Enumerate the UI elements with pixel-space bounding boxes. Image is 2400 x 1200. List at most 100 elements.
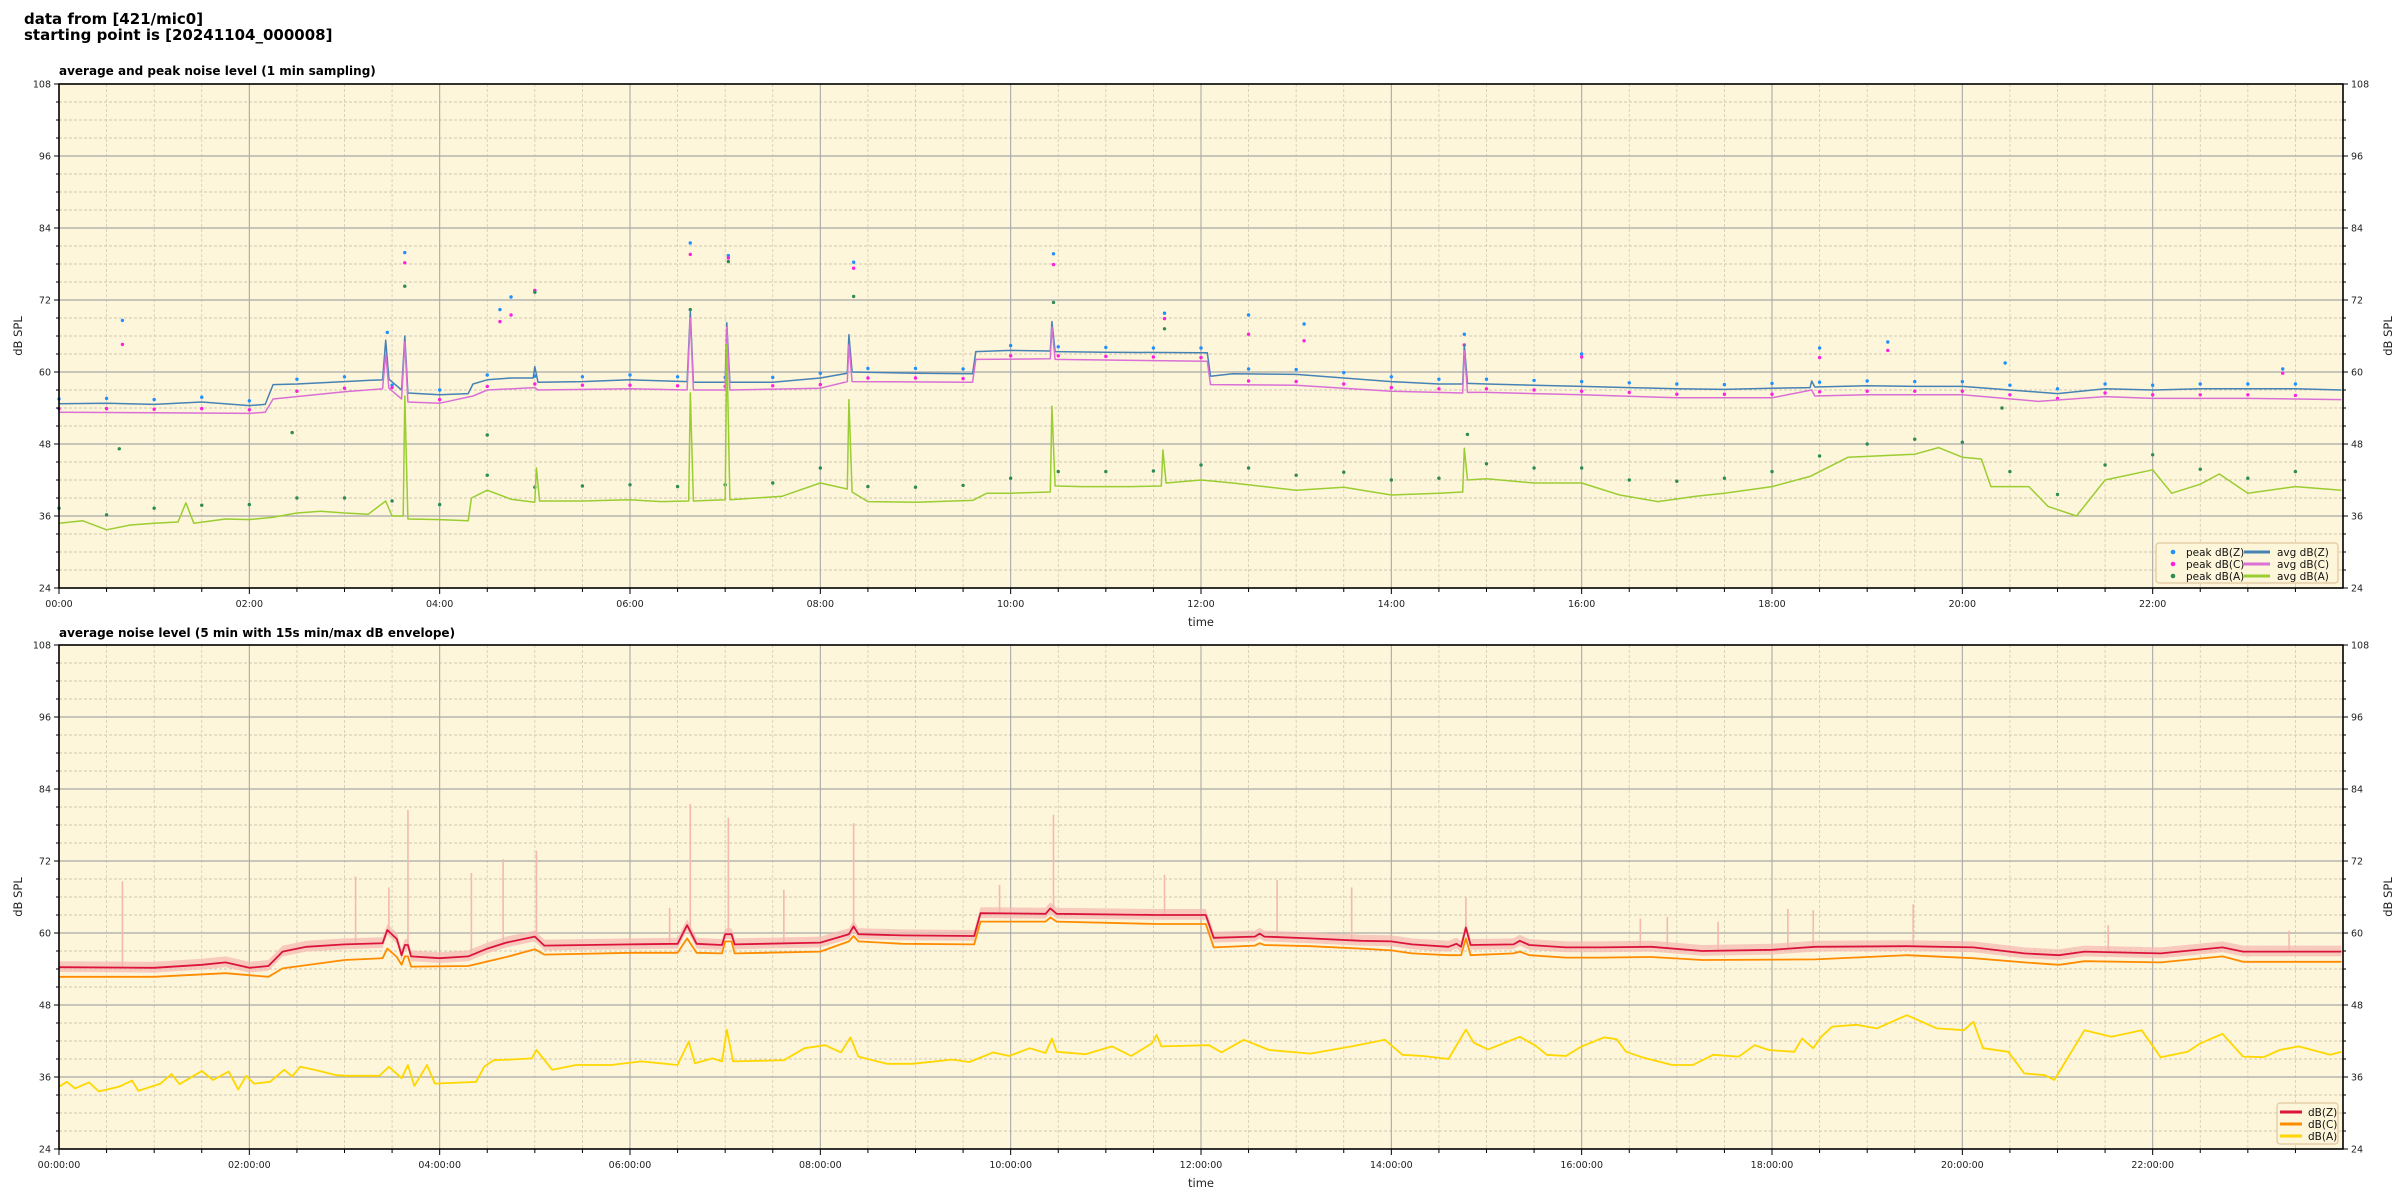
peak-point: [117, 447, 121, 451]
peak-point: [1817, 355, 1822, 360]
series-db-a-: [58, 1014, 2342, 1093]
y-tick-label-left: 48: [39, 1001, 51, 1012]
peak-point: [295, 377, 299, 381]
peak-point: [913, 485, 918, 489]
legend: peak dB(Z)peak dB(C)peak dB(A)avg dB(Z)a…: [2155, 542, 2339, 584]
legend-label: avg dB(Z): [2277, 547, 2329, 559]
peak-point: [498, 319, 502, 324]
peak-point: [485, 373, 489, 377]
peak-point: [961, 376, 965, 381]
peak-point: [1199, 355, 1203, 360]
x-tick-label: 12:00: [1187, 599, 1214, 610]
peak-point: [866, 366, 870, 371]
peak-point: [2150, 393, 2155, 397]
peak-point: [485, 384, 489, 389]
peak-point: [2198, 467, 2202, 471]
peak-point: [2103, 463, 2107, 467]
peak-point: [1151, 346, 1156, 350]
peak-point: [437, 397, 442, 402]
peak-point: [1722, 382, 1727, 387]
peak-point: [247, 502, 252, 507]
x-tick-label: 02:00: [236, 599, 263, 610]
peak-point: [509, 295, 513, 299]
y-axis-label-left: dB SPL: [11, 877, 25, 917]
peak-point: [1389, 478, 1394, 482]
x-tick-label: 10:00: [997, 599, 1024, 610]
peak-point: [295, 389, 299, 393]
x-tick-label: 16:00: [1568, 599, 1595, 610]
x-tick-label: 20:00:00: [1941, 1160, 1984, 1171]
peak-point: [961, 483, 965, 488]
y-tick-label-left: 36: [39, 1073, 51, 1084]
peak-point: [675, 484, 680, 489]
x-tick-label: 22:00:00: [2131, 1160, 2174, 1171]
peak-point: [1246, 313, 1251, 317]
x-tick-label: 00:00:00: [38, 1160, 81, 1171]
peak-point: [1627, 390, 1631, 395]
y-tick-label-left: 60: [39, 368, 51, 379]
peak-point: [2103, 382, 2107, 386]
series-avg-db-z-: [58, 310, 2342, 407]
peak-point: [675, 384, 680, 388]
peak-point: [437, 388, 442, 392]
plot-area: [58, 645, 2343, 1149]
series-avg-db-c-: [58, 317, 2342, 415]
peak-point: [818, 466, 823, 470]
peak-point: [818, 371, 823, 375]
peak-point: [1960, 379, 1965, 384]
peak-point: [437, 502, 442, 507]
peak-point: [104, 406, 109, 411]
legend-label: avg dB(C): [2277, 559, 2329, 571]
peak-point: [1675, 382, 1679, 386]
peak-point: [913, 376, 918, 380]
peak-point: [1722, 392, 1727, 396]
peak-point: [1579, 389, 1584, 393]
series-line: [58, 310, 2342, 407]
x-tick-label: 22:00: [2139, 599, 2166, 610]
peak-point: [726, 259, 731, 264]
y-tick-label-left: 84: [39, 224, 51, 235]
peak-point: [1246, 367, 1251, 371]
peak-point: [1579, 379, 1584, 384]
peak-point: [2008, 383, 2012, 387]
peak-point: [390, 385, 394, 390]
y-tick-label-right: 60: [2351, 368, 2363, 379]
peak-point: [866, 376, 870, 380]
x-tick-label: 16:00:00: [1560, 1160, 1603, 1171]
peak-point: [1484, 387, 1489, 391]
peak-point: [1342, 470, 1346, 474]
peak-point: [2293, 382, 2298, 386]
peak-point: [688, 241, 692, 245]
peak-point: [1484, 462, 1489, 466]
peak-point: [485, 473, 489, 477]
peak-point: [2003, 361, 2007, 365]
peak-point: [726, 256, 731, 260]
peak-point: [1770, 392, 1774, 396]
peak-point: [2246, 476, 2250, 480]
peak-point: [290, 430, 294, 435]
legend-marker: [2170, 573, 2176, 579]
peak-point: [2055, 387, 2060, 391]
peak-point: [580, 375, 585, 379]
peak-point: [1913, 379, 1917, 384]
y-tick-label-right: 84: [2351, 785, 2363, 796]
peak-point: [2008, 393, 2012, 397]
series-line: [58, 907, 2342, 969]
x-tick-label: 00:00: [45, 599, 72, 610]
peak-point: [390, 383, 394, 387]
peak-point: [771, 384, 775, 388]
peak-point: [1342, 382, 1346, 386]
peak-point: [1960, 389, 1965, 393]
peak-point: [1342, 370, 1346, 375]
peak-point: [1302, 322, 1306, 326]
peak-point: [403, 284, 407, 288]
legend-label: peak dB(Z): [2186, 547, 2244, 559]
peak-point: [1199, 346, 1203, 350]
peak-point: [152, 397, 156, 402]
peak-point: [1532, 466, 1536, 470]
peak-point: [851, 266, 856, 270]
y-tick-label-left: 108: [33, 641, 51, 652]
peak-point: [1579, 466, 1584, 470]
peak-point: [2281, 371, 2285, 375]
